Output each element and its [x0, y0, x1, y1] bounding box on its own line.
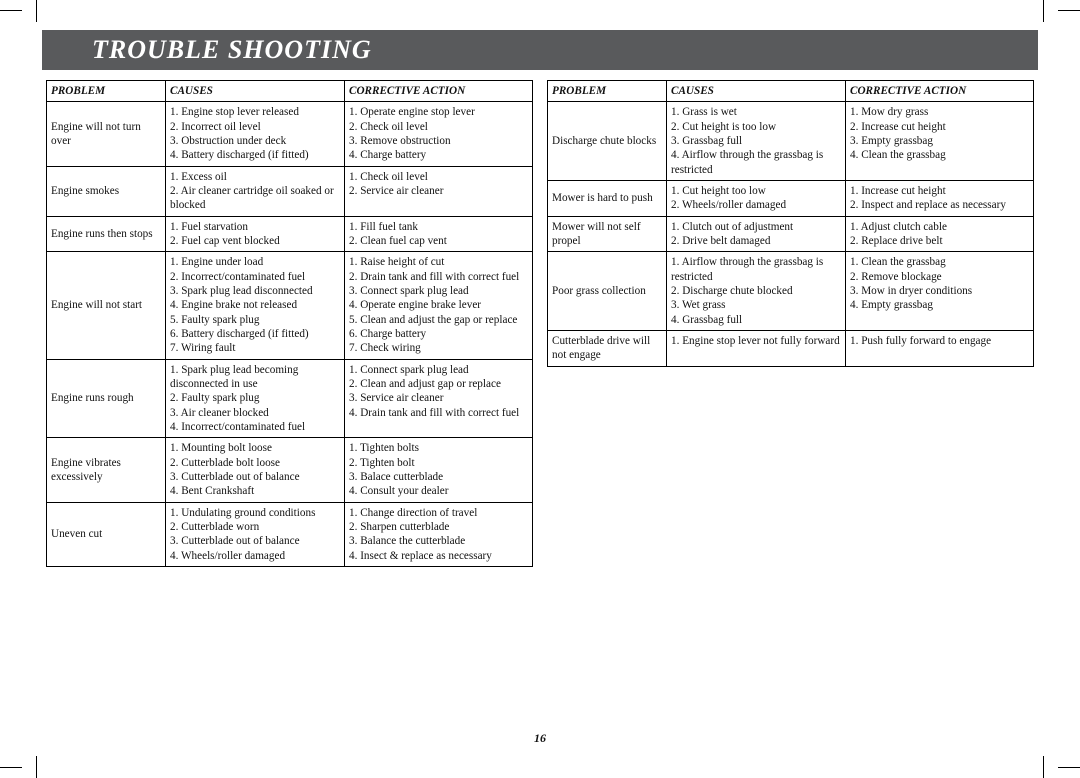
title-bar: TROUBLE SHOOTING — [42, 30, 1038, 70]
cell-problem: Engine runs then stops — [47, 216, 166, 252]
cell-causes: 1. Mounting bolt loose2. Cutterblade bol… — [166, 438, 345, 502]
crop-mark — [1043, 756, 1044, 778]
table-row: Cutterblade drive will not engage1. Engi… — [548, 330, 1034, 366]
table-header-row: PROBLEM CAUSES CORRECTIVE ACTION — [548, 81, 1034, 102]
cell-action: 1. Clean the grassbag2. Remove blockage3… — [846, 252, 1034, 331]
cell-problem: Engine will not start — [47, 252, 166, 359]
table-row: Mower is hard to push1. Cut height too l… — [548, 180, 1034, 216]
cell-causes: 1. Fuel starvation2. Fuel cap vent block… — [166, 216, 345, 252]
cell-action: 1. Fill fuel tank2. Clean fuel cap vent — [345, 216, 533, 252]
cell-action: 1. Tighten bolts2. Tighten bolt3. Balace… — [345, 438, 533, 502]
cell-problem: Mower will not self propel — [548, 216, 667, 252]
table-header-row: PROBLEM CAUSES CORRECTIVE ACTION — [47, 81, 533, 102]
cell-causes: 1. Engine stop lever released2. Incorrec… — [166, 102, 345, 166]
cell-action: 1. Push fully forward to engage — [846, 330, 1034, 366]
page-number: 16 — [42, 731, 1038, 746]
table-row: Mower will not self propel1. Clutch out … — [548, 216, 1034, 252]
cell-causes: 1. Cut height too low2. Wheels/roller da… — [667, 180, 846, 216]
col-action: CORRECTIVE ACTION — [846, 81, 1034, 102]
crop-mark — [1058, 10, 1080, 11]
cell-causes: 1. Spark plug lead becoming disconnected… — [166, 359, 345, 438]
col-problem: PROBLEM — [47, 81, 166, 102]
crop-mark — [36, 0, 37, 22]
col-action: CORRECTIVE ACTION — [345, 81, 533, 102]
cell-problem: Cutterblade drive will not engage — [548, 330, 667, 366]
right-column: PROBLEM CAUSES CORRECTIVE ACTION Dischar… — [547, 80, 1034, 567]
crop-mark — [36, 756, 37, 778]
table-row: Engine runs then stops1. Fuel starvation… — [47, 216, 533, 252]
left-column: PROBLEM CAUSES CORRECTIVE ACTION Engine … — [46, 80, 533, 567]
cell-problem: Engine vibrates excessively — [47, 438, 166, 502]
cell-causes: 1. Excess oil2. Air cleaner cartridge oi… — [166, 166, 345, 216]
cell-action: 1. Adjust clutch cable2. Replace drive b… — [846, 216, 1034, 252]
cell-causes: 1. Clutch out of adjustment2. Drive belt… — [667, 216, 846, 252]
troubleshoot-table-left: PROBLEM CAUSES CORRECTIVE ACTION Engine … — [46, 80, 533, 567]
table-row: Engine smokes1. Excess oil2. Air cleaner… — [47, 166, 533, 216]
crop-mark — [1043, 0, 1044, 22]
cell-problem: Discharge chute blocks — [548, 102, 667, 181]
cell-causes: 1. Airflow through the grassbag is restr… — [667, 252, 846, 331]
cell-action: 1. Operate engine stop lever2. Check oil… — [345, 102, 533, 166]
cell-problem: Uneven cut — [47, 502, 166, 566]
cell-action: 1. Connect spark plug lead2. Clean and a… — [345, 359, 533, 438]
table-row: Engine will not start1. Engine under loa… — [47, 252, 533, 359]
cell-action: 1. Change direction of travel2. Sharpen … — [345, 502, 533, 566]
cell-action: 1. Mow dry grass2. Increase cut height3.… — [846, 102, 1034, 181]
troubleshoot-table-right: PROBLEM CAUSES CORRECTIVE ACTION Dischar… — [547, 80, 1034, 367]
table-row: Engine runs rough1. Spark plug lead beco… — [47, 359, 533, 438]
crop-mark — [0, 10, 22, 11]
cell-problem: Mower is hard to push — [548, 180, 667, 216]
cell-problem: Poor grass collection — [548, 252, 667, 331]
table-row: Discharge chute blocks1. Grass is wet2. … — [548, 102, 1034, 181]
page: TROUBLE SHOOTING PROBLEM CAUSES CORRECTI… — [0, 0, 1080, 778]
col-causes: CAUSES — [166, 81, 345, 102]
cell-problem: Engine runs rough — [47, 359, 166, 438]
columns: PROBLEM CAUSES CORRECTIVE ACTION Engine … — [42, 80, 1038, 567]
cell-causes: 1. Engine under load2. Incorrect/contami… — [166, 252, 345, 359]
cell-causes: 1. Engine stop lever not fully forward — [667, 330, 846, 366]
crop-mark — [0, 767, 22, 768]
table-row: Engine will not turn over1. Engine stop … — [47, 102, 533, 166]
cell-problem: Engine smokes — [47, 166, 166, 216]
cell-problem: Engine will not turn over — [47, 102, 166, 166]
crop-mark — [1058, 767, 1080, 768]
col-problem: PROBLEM — [548, 81, 667, 102]
cell-causes: 1. Grass is wet2. Cut height is too low3… — [667, 102, 846, 181]
cell-action: 1. Increase cut height2. Inspect and rep… — [846, 180, 1034, 216]
cell-action: 1. Raise height of cut2. Drain tank and … — [345, 252, 533, 359]
col-causes: CAUSES — [667, 81, 846, 102]
table-row: Engine vibrates excessively1. Mounting b… — [47, 438, 533, 502]
content-area: TROUBLE SHOOTING PROBLEM CAUSES CORRECTI… — [42, 30, 1038, 748]
cell-causes: 1. Undulating ground conditions2. Cutter… — [166, 502, 345, 566]
cell-action: 1. Check oil level2. Service air cleaner — [345, 166, 533, 216]
page-title: TROUBLE SHOOTING — [92, 35, 372, 65]
table-row: Uneven cut1. Undulating ground condition… — [47, 502, 533, 566]
table-row: Poor grass collection1. Airflow through … — [548, 252, 1034, 331]
